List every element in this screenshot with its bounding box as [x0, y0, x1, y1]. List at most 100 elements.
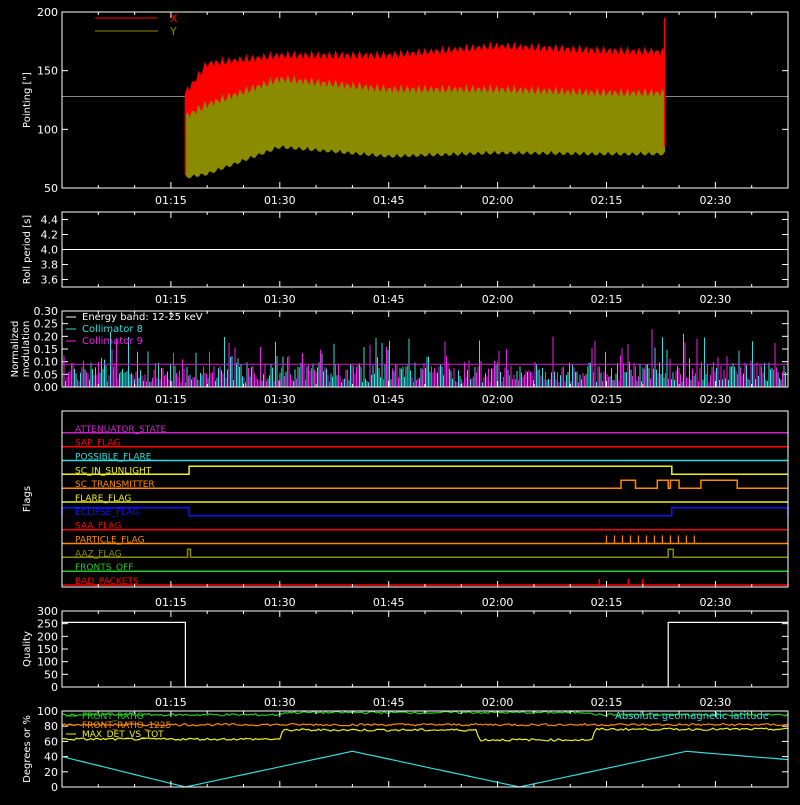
roll-x-tick-label: 01:15: [155, 293, 187, 306]
flag-label-sap_flag: SAP_FLAG: [75, 439, 120, 449]
flag-label-sc_transmitter: SC_TRANSMITTER: [75, 480, 155, 490]
roll-x-tick-label: 01:30: [264, 293, 296, 306]
pointing-x-tick-label: 02:00: [482, 194, 514, 207]
roll-y-tick-label: 3.6: [41, 274, 59, 287]
quality-y-tick-label: 50: [44, 668, 58, 681]
ratios-y-tick-label: 80: [44, 720, 58, 733]
pointing-y-tick-label: 150: [37, 65, 58, 78]
quality-x-tick-label: 01:15: [155, 696, 187, 709]
quality-x-tick-label: 02:00: [482, 696, 514, 709]
quality-y-tick-label: 200: [37, 630, 58, 643]
ratios-series-1: [61, 722, 789, 727]
flag-label-sc_in_sunlight: SC_IN_SUNLIGHT: [75, 466, 152, 476]
ratios-legend-label: FRONT_RATIO_1225: [82, 721, 171, 731]
modulation-legend-label: Collimator 8: [82, 324, 143, 335]
modulation-x-tick-label: 02:00: [482, 393, 514, 406]
quality-y-tick-label: 0: [51, 681, 58, 694]
pointing-y-tick-label: 100: [37, 123, 58, 136]
ratios-panel: 0 20 40 60 80 100 Degrees or % FRONT_RATIOFRONT…: [22, 705, 789, 794]
roll-y-tick-label: 4.4: [41, 214, 59, 227]
modulation-panel: 0.000.050.100.150.200.250.30 01:15 01:30 01…: [10, 305, 789, 406]
pointing-legend-label-x: X: [170, 12, 178, 25]
pointing-x-tick-label: 02:15: [591, 194, 623, 207]
ratios-y-tick-label: 40: [44, 751, 58, 764]
pointing-series-y: [184, 74, 666, 179]
quality-x-tick-label: 01:30: [264, 696, 296, 709]
quality-x-tick-label: 02:30: [700, 696, 732, 709]
pointing-y-axis-label: Pointing ["]: [22, 72, 33, 128]
flags-x-tick-label: 01:45: [373, 596, 405, 609]
modulation-x-tick-label: 01:15: [155, 393, 187, 406]
roll-x-tick-label: 02:15: [591, 293, 623, 306]
quality-y-axis-label: Quality: [22, 631, 33, 667]
roll-x-tick-label: 02:30: [700, 293, 732, 306]
ratios-legend-label-geomag: Absolute geomagnetic latitude: [615, 711, 769, 722]
flag-label-flare_flag: FLARE_FLAG: [75, 494, 131, 504]
quality-y-tick-label: 150: [37, 643, 58, 656]
flags-x-tick-label: 02:00: [482, 596, 514, 609]
modulation-y-tick-label: 0.30: [34, 305, 59, 318]
modulation-x-tick-label: 01:30: [264, 393, 296, 406]
roll-y-axis-label: Roll period [s]: [22, 215, 33, 284]
flags-x-tick-label: 01:30: [264, 596, 296, 609]
quality-y-tick-label: 100: [37, 656, 58, 669]
flag-line-aaz_flag: [62, 548, 788, 559]
flag-label-eclipse_flag: ECLIPSE_FLAG: [75, 508, 139, 518]
flags-frame: [61, 410, 789, 588]
ratios-series-3: [61, 750, 789, 788]
pointing-panel: 50 100 150 200 01:15 01:30 01:45 02:00 02:15 02:3…: [22, 6, 789, 207]
pointing-y-tick-label: 50: [44, 182, 58, 195]
ratios-y-tick-label: 20: [44, 766, 58, 779]
quality-y-tick-label: 300: [37, 605, 58, 618]
pointing-x-tick-label: 02:30: [700, 194, 732, 207]
flag-label-fronts_off: FRONTS_OFF: [75, 563, 133, 573]
roll-x-tick-label: 02:00: [482, 293, 514, 306]
modulation-y-tick-label: 0.00: [34, 381, 59, 394]
flag-line-sc_in_sunlight: [62, 465, 788, 476]
flag-label-attenuator_state: ATTENUATOR_STATE: [75, 425, 167, 435]
modulation-y-axis-label: Normalized: [10, 321, 21, 378]
ratios-y-tick-label: 0: [51, 781, 58, 794]
pointing-x-tick-label: 01:15: [155, 194, 187, 207]
roll-y-tick-label: 3.8: [41, 259, 59, 272]
quality-x-tick-label: 01:45: [373, 696, 405, 709]
modulation-y-tick-label: 0.10: [34, 356, 59, 369]
flag-label-saa_flag: SAA_FLAG: [75, 522, 121, 532]
modulation-y-tick-label: 0.20: [34, 330, 59, 343]
quality-series-line: [62, 621, 788, 688]
flags-x-tick-label: 02:15: [591, 596, 623, 609]
flag-line-eclipse_flag: [61, 507, 789, 517]
pointing-legend-label-y: Y: [169, 25, 177, 38]
pointing-y-tick-label: 200: [37, 6, 58, 19]
flags-y-axis-label: Flags: [22, 486, 33, 512]
modulation-y-tick-label: 0.25: [34, 318, 59, 331]
modulation-y-tick-label: 0.15: [34, 343, 59, 356]
roll-panel: 3.6 3.8 4.0 4.2 4.4 01:15 01:30 01:45 02:00 02:15…: [22, 211, 789, 306]
flag-label-bad_packets: BAD_PACKETS: [75, 577, 139, 587]
flags-panel: ATTENUATOR_STATE SAP_FLAG POSSIBLE_FLARE SC…: [22, 410, 789, 609]
quality-y-tick-label: 250: [37, 618, 58, 631]
flags-x-tick-label: 01:15: [155, 596, 187, 609]
modulation-x-tick-label: 01:45: [373, 393, 405, 406]
flag-label-particle_flag: PARTICLE_FLAG: [75, 536, 145, 546]
pointing-x-tick-label: 01:30: [264, 194, 296, 207]
flag-line-sc_transmitter: [62, 479, 788, 489]
modulation-y-tick-label: 0.05: [34, 368, 59, 381]
ratios-legend-label: FRONT_RATIO: [82, 712, 144, 722]
flags-x-tick-label: 02:30: [700, 596, 732, 609]
ratios-y-tick-label: 60: [44, 735, 58, 748]
modulation-legend-label: Energy band: 12-25 keV: [82, 312, 203, 323]
modulation-legend-label: Collimator 9: [82, 336, 143, 347]
roll-x-tick-label: 01:45: [373, 293, 405, 306]
ratios-legend-label: MAX_DET_VS_TOT: [82, 730, 164, 740]
flag-label-aaz_flag: AAZ_FLAG: [75, 549, 122, 559]
flag-label-possible_flare: POSSIBLE_FLARE: [75, 453, 152, 463]
ratios-series-2: [61, 727, 789, 742]
quality-x-tick-label: 02:15: [591, 696, 623, 709]
roll-y-tick-label: 4.2: [41, 229, 59, 242]
modulation-x-tick-label: 02:30: [700, 393, 732, 406]
modulation-y-axis-label: modulation: [21, 321, 32, 378]
